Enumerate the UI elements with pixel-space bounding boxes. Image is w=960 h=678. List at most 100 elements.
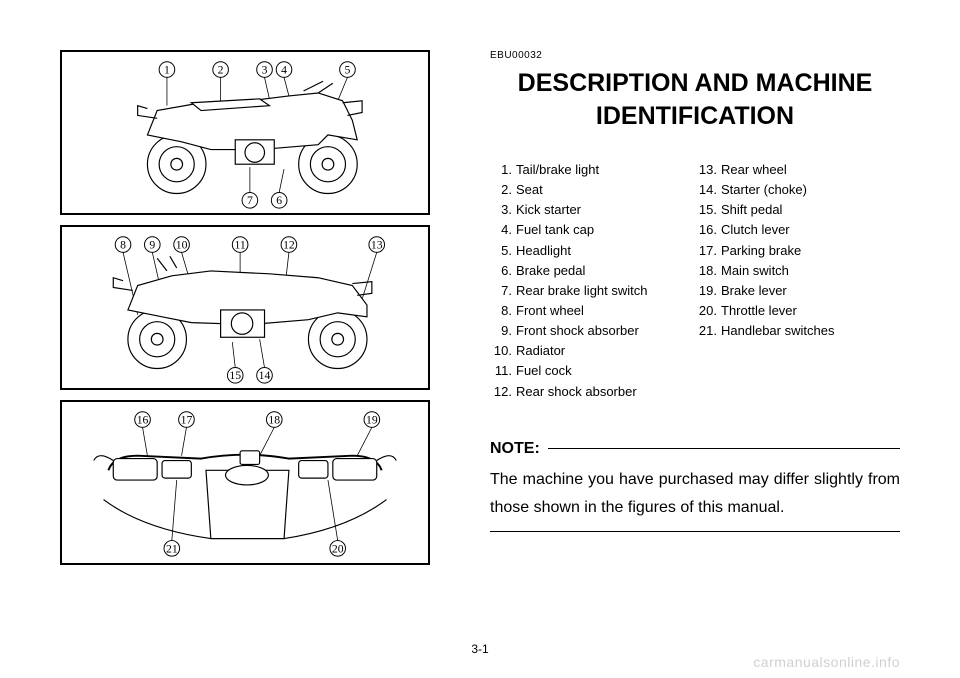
svg-text:2: 2: [218, 63, 224, 76]
svg-text:3: 3: [262, 63, 268, 76]
svg-text:17: 17: [181, 413, 193, 426]
svg-text:19: 19: [366, 413, 378, 426]
part-number: 17.: [695, 241, 717, 261]
part-label: Tail/brake light: [516, 160, 599, 180]
part-number: 19.: [695, 281, 717, 301]
part-item: 9. Front shock absorber: [490, 321, 695, 341]
part-label: Front wheel: [516, 301, 584, 321]
part-item: 12. Rear shock absorber: [490, 382, 695, 402]
part-number: 18.: [695, 261, 717, 281]
svg-text:1: 1: [164, 63, 170, 76]
note-rule-top: [548, 448, 900, 449]
part-label: Brake pedal: [516, 261, 585, 281]
part-number: 16.: [695, 220, 717, 240]
part-number: 2.: [490, 180, 512, 200]
part-number: 12.: [490, 382, 512, 402]
part-number: 5.: [490, 241, 512, 261]
part-label: Kick starter: [516, 200, 581, 220]
svg-text:10: 10: [176, 238, 188, 251]
part-label: Rear brake light switch: [516, 281, 648, 301]
figure-1-left-side-view: 1 2 3 4 5: [60, 50, 430, 215]
svg-text:8: 8: [120, 238, 126, 251]
svg-text:15: 15: [229, 369, 241, 382]
part-item: 18. Main switch: [695, 261, 900, 281]
svg-text:12: 12: [283, 238, 295, 251]
svg-text:21: 21: [166, 542, 178, 555]
part-label: Main switch: [721, 261, 789, 281]
page: 1 2 3 4 5: [0, 0, 960, 678]
title-line-1: DESCRIPTION AND MACHINE: [518, 69, 873, 97]
part-label: Brake lever: [721, 281, 787, 301]
part-item: 17. Parking brake: [695, 241, 900, 261]
part-item: 13. Rear wheel: [695, 160, 900, 180]
part-number: 3.: [490, 200, 512, 220]
svg-text:18: 18: [268, 413, 280, 426]
part-item: 20. Throttle lever: [695, 301, 900, 321]
part-item: 4. Fuel tank cap: [490, 220, 695, 240]
page-number: 3-1: [471, 642, 488, 656]
part-item: 5. Headlight: [490, 241, 695, 261]
part-number: 7.: [490, 281, 512, 301]
parts-list-left: 1. Tail/brake light2. Seat3. Kick starte…: [490, 160, 695, 402]
part-number: 14.: [695, 180, 717, 200]
svg-text:13: 13: [371, 238, 383, 251]
part-number: 13.: [695, 160, 717, 180]
part-number: 10.: [490, 341, 512, 361]
part-item: 11. Fuel cock: [490, 361, 695, 381]
page-title: DESCRIPTION AND MACHINE IDENTIFICATION: [490, 67, 900, 132]
part-label: Front shock absorber: [516, 321, 639, 341]
part-label: Parking brake: [721, 241, 801, 261]
parts-list-right: 13. Rear wheel14. Starter (choke)15. Shi…: [695, 160, 900, 402]
part-number: 15.: [695, 200, 717, 220]
part-item: 2. Seat: [490, 180, 695, 200]
part-item: 3. Kick starter: [490, 200, 695, 220]
part-item: 10. Radiator: [490, 341, 695, 361]
figures-column: 1 2 3 4 5: [60, 50, 460, 638]
title-line-2: IDENTIFICATION: [596, 102, 794, 130]
part-item: 15. Shift pedal: [695, 200, 900, 220]
part-label: Handlebar switches: [721, 321, 834, 341]
svg-text:5: 5: [345, 63, 351, 76]
part-label: Shift pedal: [721, 200, 782, 220]
part-label: Starter (choke): [721, 180, 807, 200]
part-number: 1.: [490, 160, 512, 180]
note-header: NOTE:: [490, 440, 900, 458]
part-item: 8. Front wheel: [490, 301, 695, 321]
part-label: Clutch lever: [721, 220, 790, 240]
part-label: Fuel tank cap: [516, 220, 594, 240]
figure-3-handlebar-view: 16 17 18 19: [60, 400, 430, 565]
part-number: 9.: [490, 321, 512, 341]
note-text: The machine you have purchased may diffe…: [490, 466, 900, 524]
part-number: 8.: [490, 301, 512, 321]
svg-text:6: 6: [276, 194, 282, 207]
part-label: Rear wheel: [721, 160, 787, 180]
part-item: 14. Starter (choke): [695, 180, 900, 200]
svg-text:14: 14: [259, 369, 271, 382]
svg-text:16: 16: [137, 413, 149, 426]
part-item: 7. Rear brake light switch: [490, 281, 695, 301]
part-item: 19. Brake lever: [695, 281, 900, 301]
note-label: NOTE:: [490, 440, 540, 458]
svg-text:20: 20: [332, 542, 344, 555]
note-rule-bottom: [490, 531, 900, 532]
text-column: EBU00032 DESCRIPTION AND MACHINE IDENTIF…: [460, 50, 900, 638]
part-item: 6. Brake pedal: [490, 261, 695, 281]
svg-text:11: 11: [234, 238, 245, 251]
part-label: Radiator: [516, 341, 565, 361]
part-number: 11.: [490, 361, 512, 381]
parts-list: 1. Tail/brake light2. Seat3. Kick starte…: [490, 160, 900, 402]
figure-2-right-side-view: 8 9 10 11 12 13: [60, 225, 430, 390]
part-number: 21.: [695, 321, 717, 341]
part-number: 4.: [490, 220, 512, 240]
part-label: Rear shock absorber: [516, 382, 637, 402]
watermark: carmanualsonline.info: [753, 654, 900, 670]
part-item: 16. Clutch lever: [695, 220, 900, 240]
svg-text:9: 9: [149, 238, 155, 251]
part-label: Headlight: [516, 241, 571, 261]
part-number: 6.: [490, 261, 512, 281]
svg-text:7: 7: [247, 194, 253, 207]
part-item: 1. Tail/brake light: [490, 160, 695, 180]
svg-text:4: 4: [281, 63, 287, 76]
part-number: 20.: [695, 301, 717, 321]
document-code: EBU00032: [490, 50, 900, 61]
